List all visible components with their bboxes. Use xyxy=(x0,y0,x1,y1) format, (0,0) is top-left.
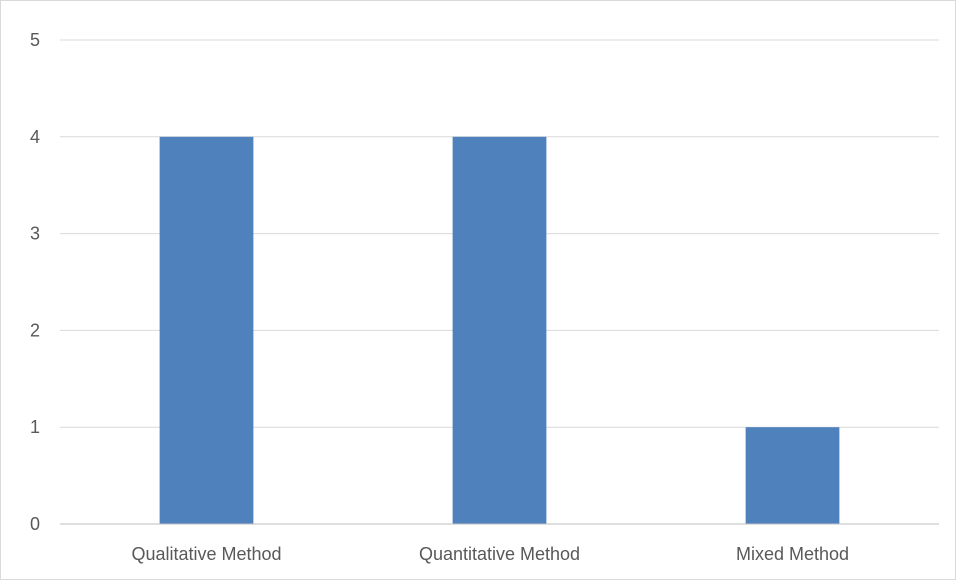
bars xyxy=(159,136,840,525)
x-tick-label: Quantitative Method xyxy=(419,544,580,564)
y-tick-label: 4 xyxy=(30,127,40,147)
y-axis-labels: 0 1 2 3 4 5 xyxy=(30,30,40,534)
x-tick-label: Mixed Method xyxy=(736,544,849,564)
x-axis-labels: Qualitative Method Quantitative Method Mix… xyxy=(131,544,849,564)
y-tick-label: 2 xyxy=(30,320,40,340)
bar-qualitative-method xyxy=(159,136,254,525)
y-tick-label: 5 xyxy=(30,30,40,50)
bar-quantitative-method xyxy=(452,136,547,525)
y-tick-label: 0 xyxy=(30,514,40,534)
x-tick-label: Qualitative Method xyxy=(131,544,281,564)
y-tick-label: 3 xyxy=(30,224,40,244)
bar-mixed-method xyxy=(745,427,840,524)
y-tick-label: 1 xyxy=(30,417,40,437)
